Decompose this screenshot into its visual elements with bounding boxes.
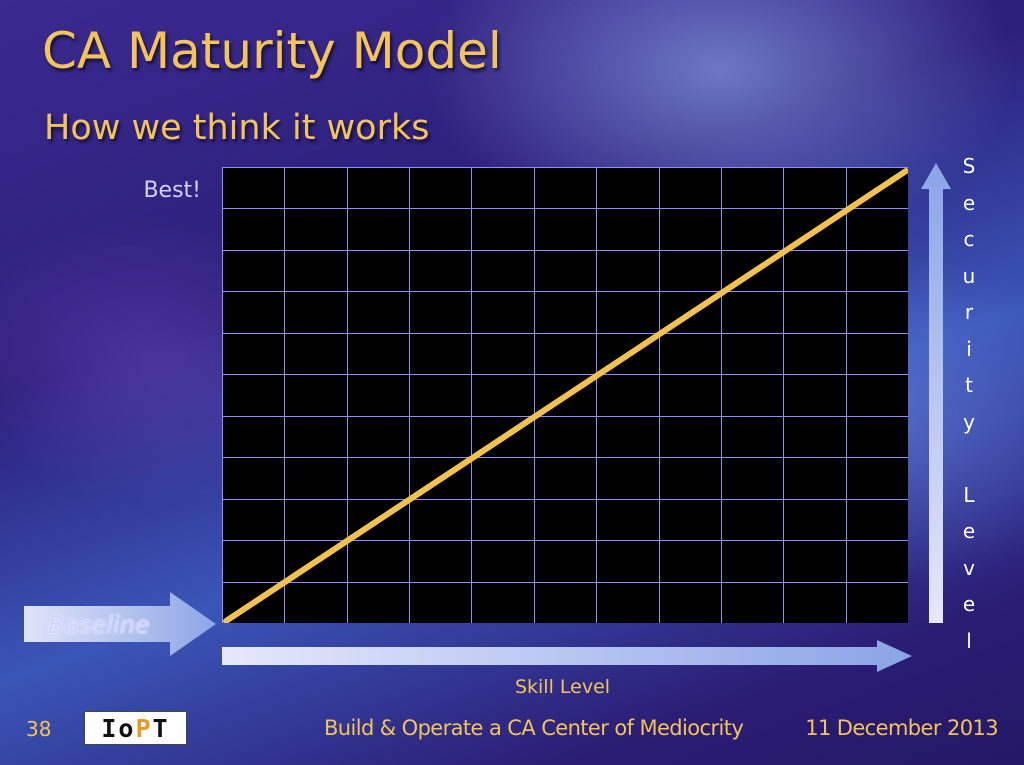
y-axis-label-letter: S bbox=[962, 154, 976, 178]
skill-level-arrow bbox=[222, 640, 912, 672]
logo-text-left: Io bbox=[101, 713, 136, 743]
y-axis-label-letter: r bbox=[964, 300, 974, 324]
y-axis-label-letter: L bbox=[963, 482, 975, 507]
baseline-arrow bbox=[24, 592, 216, 656]
y-axis-label-letter: e bbox=[962, 592, 976, 616]
logo-text-mid: P bbox=[135, 713, 153, 743]
footer-date: 11 December 2013 bbox=[805, 716, 998, 740]
y-axis-label-letter: t bbox=[965, 373, 973, 397]
y-axis-label-letter: u bbox=[962, 263, 976, 288]
series-line bbox=[223, 168, 908, 623]
iopt-logo: Io P T bbox=[84, 711, 187, 745]
y-axis-label-letter: v bbox=[963, 555, 975, 580]
slide-subtitle: How we think it works bbox=[44, 108, 430, 148]
y-axis-label-letter: y bbox=[963, 409, 975, 434]
y-axis-label-letter: e bbox=[962, 190, 976, 215]
logo-text-right: T bbox=[152, 713, 170, 743]
y-axis-label-letter: l bbox=[966, 628, 972, 653]
y-axis-label-letter: e bbox=[962, 519, 976, 543]
slide-title: CA Maturity Model bbox=[42, 22, 502, 80]
chart-plot-area bbox=[222, 167, 908, 623]
security-level-arrow bbox=[921, 163, 951, 623]
slide-number: 38 bbox=[26, 717, 52, 741]
best-label: Best! bbox=[143, 178, 201, 203]
chart-svg bbox=[222, 167, 908, 623]
y-axis-label-letter bbox=[955, 440, 983, 477]
y-axis-label-letter: c bbox=[963, 227, 975, 251]
footer-title: Build & Operate a CA Center of Mediocrit… bbox=[324, 716, 744, 740]
x-axis-label: Skill Level bbox=[514, 676, 611, 698]
y-axis-label-letter: i bbox=[966, 336, 972, 361]
baseline-label: Baseline bbox=[48, 611, 150, 639]
